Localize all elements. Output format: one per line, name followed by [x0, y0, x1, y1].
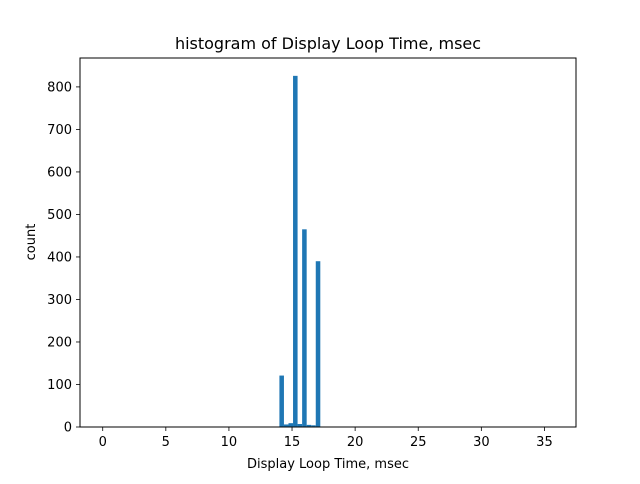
y-tick-label-7: 700 — [47, 123, 72, 138]
y-axis-ticks: 0 100 200 300 400 500 600 700 800 — [47, 80, 80, 436]
y-axis-label: count — [24, 224, 39, 261]
x-tick-label-1: 5 — [162, 435, 170, 450]
plot-frame — [79, 57, 577, 428]
histogram-bar-7 — [311, 425, 316, 427]
y-tick-label-1: 100 — [47, 378, 72, 393]
x-tick-label-3: 15 — [284, 435, 301, 450]
x-tick-label-6: 30 — [473, 435, 490, 450]
x-tick-label-5: 25 — [410, 435, 427, 450]
chart-title: histogram of Display Loop Time, msec — [175, 34, 481, 53]
histogram-bar-5 — [302, 229, 307, 427]
histogram-bar-4 — [297, 424, 303, 427]
x-axis-ticks: 0 5 10 15 20 25 30 35 — [99, 427, 553, 450]
x-tick-label-7: 35 — [536, 435, 553, 450]
y-tick-label-4: 400 — [47, 250, 72, 265]
x-tick-label-2: 10 — [221, 435, 238, 450]
histogram-bar-6 — [306, 424, 312, 427]
y-tick-label-5: 500 — [47, 208, 72, 223]
bars-group — [279, 75, 321, 427]
histogram-bar-0 — [279, 375, 284, 427]
x-tick-label-0: 0 — [99, 435, 107, 450]
histogram-bar-1 — [283, 424, 289, 427]
y-tick-label-3: 300 — [47, 293, 72, 308]
y-tick-label-0: 0 — [64, 421, 72, 436]
y-tick-label-8: 800 — [47, 80, 72, 95]
histogram-bar-2 — [288, 423, 294, 427]
y-tick-label-6: 600 — [47, 165, 72, 180]
y-tick-label-2: 200 — [47, 335, 72, 350]
x-tick-label-4: 20 — [347, 435, 364, 450]
x-axis-label: Display Loop Time, msec — [247, 457, 409, 472]
histogram-bar-3 — [293, 75, 298, 427]
histogram-bar-8 — [315, 261, 321, 427]
